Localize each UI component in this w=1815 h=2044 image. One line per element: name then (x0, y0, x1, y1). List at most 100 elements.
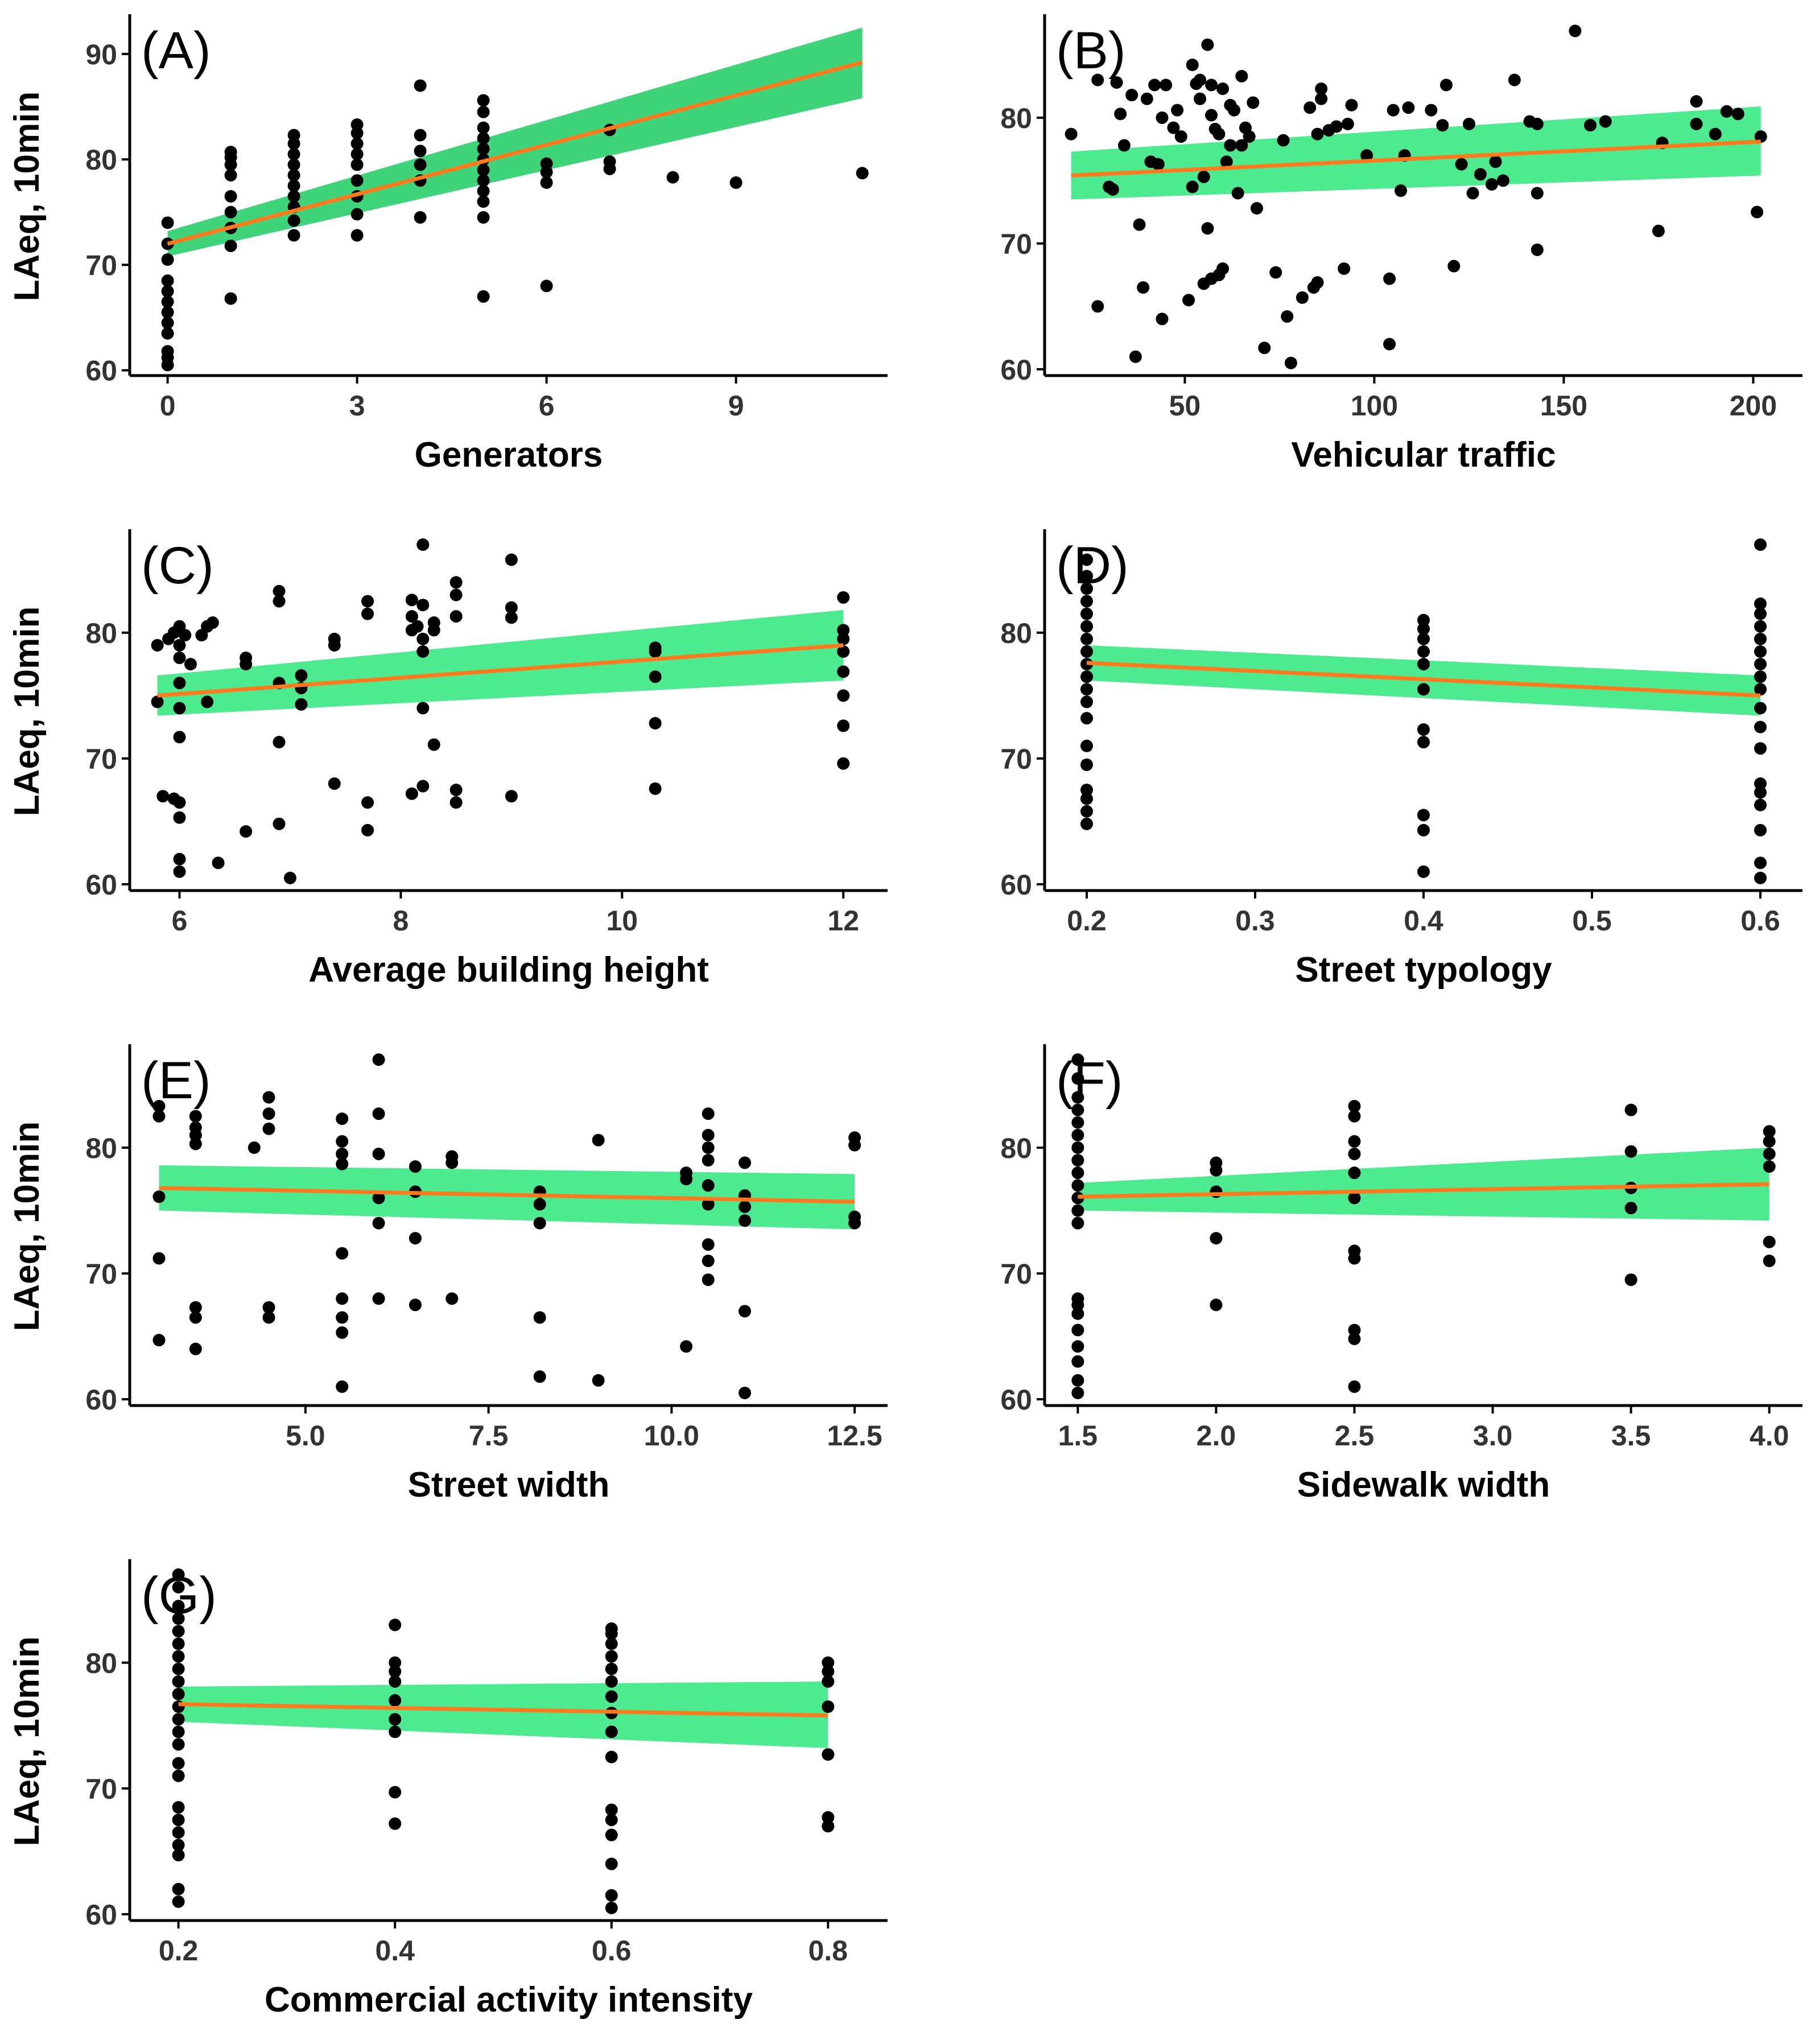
x-axis-title: Average building height (308, 950, 709, 990)
data-point (702, 1153, 715, 1167)
data-point (822, 1748, 835, 1761)
data-point (1315, 83, 1328, 95)
data-points (1065, 24, 1767, 369)
x-tick-label: 0.6 (592, 1935, 632, 1967)
data-point (1071, 1053, 1084, 1066)
data-point (161, 285, 174, 298)
data-points (152, 1053, 861, 1399)
data-point (336, 1247, 349, 1260)
data-point (605, 1803, 618, 1816)
data-point (172, 1826, 185, 1839)
y-tick-label: 60 (85, 1899, 117, 1931)
data-point (361, 796, 374, 809)
data-point (1080, 570, 1093, 583)
data-point (1763, 1235, 1776, 1248)
data-point (173, 852, 186, 866)
data-point (1156, 111, 1169, 124)
data-point (1599, 115, 1612, 128)
data-point (1348, 1380, 1361, 1393)
x-tick-label: 2.5 (1335, 1420, 1375, 1452)
data-point (1137, 281, 1150, 294)
data-point (389, 1618, 402, 1631)
data-point (739, 1305, 752, 1318)
data-point (1383, 272, 1396, 285)
data-point (1281, 310, 1294, 323)
data-point (1690, 117, 1703, 130)
data-point (336, 1147, 349, 1160)
data-point (1114, 108, 1127, 121)
data-point (1652, 224, 1665, 237)
x-tick-label: 8 (393, 905, 409, 937)
data-point (505, 611, 518, 624)
x-tick-label: 0.3 (1235, 905, 1275, 937)
y-axis-title: LAeq, 10min (7, 1122, 47, 1332)
data-point (1348, 1135, 1361, 1148)
data-point (1311, 127, 1324, 141)
data-point (161, 274, 174, 287)
data-point (273, 736, 286, 749)
data-point (416, 599, 430, 612)
x-tick-label: 3.5 (1611, 1420, 1651, 1452)
data-point (173, 865, 186, 878)
data-point (739, 1200, 752, 1213)
data-point (224, 205, 237, 219)
data-point (248, 1141, 261, 1154)
data-point (350, 137, 364, 150)
data-point (1194, 73, 1207, 86)
data-point (328, 632, 341, 645)
data-point (729, 176, 742, 189)
data-point (477, 163, 490, 176)
data-point (172, 1769, 185, 1782)
data-point (1212, 127, 1226, 141)
data-point (449, 576, 463, 589)
chart-panel-6: 1.5 2.0 2.5 3.0 3.5 4.0 60 70 80 Sidewalk width (F… (1000, 1044, 1802, 1505)
data-point (262, 1091, 275, 1104)
data-point (350, 158, 364, 171)
data-point (1171, 104, 1184, 117)
data-point (702, 1128, 715, 1141)
data-point (1754, 798, 1767, 811)
data-point (172, 1814, 185, 1827)
data-point (416, 645, 430, 658)
x-axis-title: Vehicular traffic (1291, 435, 1556, 475)
y-tick-label: 80 (85, 617, 117, 649)
data-point (336, 1157, 349, 1171)
data-point (295, 698, 308, 711)
data-point (702, 1238, 715, 1251)
data-point (837, 645, 850, 658)
data-point (1080, 645, 1093, 658)
chart-panel-7: 0.2 0.4 0.6 0.8 60 70 80 Commercial activity in… (7, 1559, 888, 2020)
data-point (372, 1147, 385, 1160)
data-point (173, 652, 186, 665)
data-point (151, 695, 164, 708)
x-tick-label: 9 (728, 390, 744, 422)
data-point (1417, 736, 1430, 749)
data-point (1071, 1217, 1084, 1230)
data-point (1348, 1147, 1361, 1160)
data-point (1080, 632, 1093, 645)
x-tick-label: 10 (607, 905, 638, 937)
data-point (172, 1637, 185, 1650)
y-tick-label: 70 (85, 1773, 117, 1805)
data-point (540, 157, 553, 170)
x-tick-label: 1.5 (1058, 1420, 1098, 1452)
data-point (1348, 1324, 1361, 1337)
y-tick-label: 60 (1000, 869, 1032, 901)
data-point (1417, 658, 1430, 671)
data-point (1624, 1145, 1637, 1158)
data-point (409, 1232, 422, 1244)
data-point (837, 665, 850, 678)
data-point (1080, 784, 1093, 797)
data-point (151, 638, 164, 652)
x-axis-title: Street typology (1295, 950, 1552, 990)
y-tick-label: 60 (85, 869, 117, 901)
data-point (1148, 79, 1161, 92)
data-point (837, 689, 850, 702)
data-point (287, 129, 300, 142)
data-point (1201, 38, 1214, 51)
data-point (1311, 276, 1324, 289)
data-point (172, 1757, 185, 1770)
data-point (206, 616, 219, 629)
data-point (283, 871, 296, 884)
data-point (822, 1700, 835, 1713)
